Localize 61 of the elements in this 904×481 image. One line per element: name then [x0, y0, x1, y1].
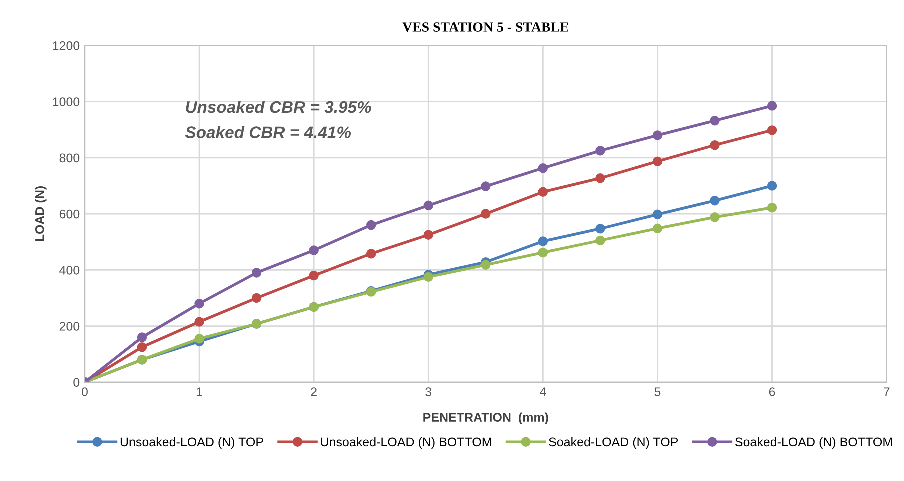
y-axis-title: LOAD (N)	[35, 186, 47, 242]
point	[194, 317, 204, 327]
point	[596, 224, 606, 234]
point	[710, 212, 720, 222]
x-tick-label: 4	[540, 388, 546, 396]
point	[596, 146, 606, 156]
point	[424, 272, 434, 282]
point	[194, 334, 204, 344]
point	[538, 163, 548, 174]
point	[596, 236, 606, 246]
y-tick-label: 0	[74, 378, 80, 388]
point	[710, 140, 720, 150]
point	[538, 187, 548, 198]
point	[652, 156, 663, 166]
legend-label: Soaked-LOAD (N) TOP	[549, 437, 678, 450]
point	[424, 200, 434, 210]
annotation: Unsoaked CBR = 3.95%	[186, 100, 372, 114]
y-tick-label: 1200	[53, 41, 80, 50]
x-tick-label: 1	[197, 388, 202, 396]
point	[366, 249, 376, 259]
point	[481, 260, 491, 270]
point	[137, 332, 148, 342]
point	[652, 130, 663, 140]
y-tick-label: 200	[60, 322, 80, 331]
x-tick-label: 0	[82, 388, 88, 396]
legend-label: Soaked-LOAD (N) BOTTOM	[736, 437, 892, 450]
point	[652, 210, 663, 220]
point	[309, 270, 319, 281]
y-tick-label: 400	[60, 266, 80, 275]
legend-label: Unsoaked-LOAD (N) BOTTOM	[321, 437, 492, 450]
point	[481, 182, 491, 192]
point	[252, 268, 262, 278]
point	[194, 298, 204, 309]
point	[710, 196, 720, 206]
y-tick-label: 800	[60, 154, 80, 163]
x-tick-label: 6	[769, 388, 776, 396]
y-tick-label: 1000	[53, 98, 80, 106]
point	[366, 220, 376, 230]
point	[652, 224, 663, 234]
point	[767, 181, 778, 191]
x-tick-label: 7	[884, 388, 890, 396]
x-tick-label: 5	[654, 388, 661, 396]
point	[767, 101, 778, 111]
y-tick-label: 600	[60, 210, 80, 219]
point	[596, 174, 606, 184]
x-tick-label: 2	[311, 388, 317, 396]
point	[252, 293, 262, 304]
point	[538, 236, 548, 246]
point	[481, 209, 491, 219]
point	[767, 203, 778, 213]
annotation: Soaked CBR = 4.41%	[185, 126, 352, 138]
x-tick-label: 3	[426, 388, 432, 396]
x-axis-title: PENETRATION (mm)	[424, 412, 548, 424]
legend-label: Unsoaked-LOAD (N) TOP	[120, 437, 264, 450]
point	[538, 248, 548, 258]
chart-title: VES STATION 5 - STABLE	[402, 22, 569, 32]
point	[767, 126, 778, 136]
point	[424, 230, 434, 240]
point	[137, 342, 148, 352]
point	[710, 116, 720, 126]
point	[309, 246, 319, 256]
